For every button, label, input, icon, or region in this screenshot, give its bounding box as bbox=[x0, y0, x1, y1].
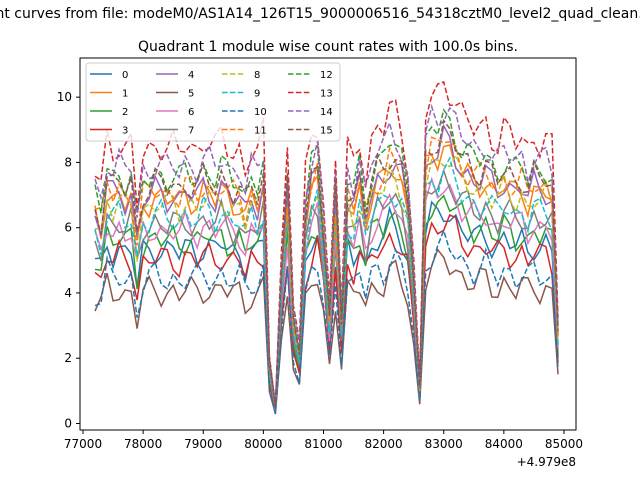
series-line-9 bbox=[94, 156, 559, 408]
series-line-3 bbox=[94, 214, 559, 410]
legend-label-13: 13 bbox=[320, 89, 333, 100]
x-tick-label: 79000 bbox=[184, 437, 222, 451]
legend-label-15: 15 bbox=[320, 126, 333, 137]
x-tick-label: 81000 bbox=[304, 437, 342, 451]
series-line-8 bbox=[94, 153, 559, 408]
legend-label-8: 8 bbox=[254, 70, 260, 81]
legend-label-3: 3 bbox=[122, 126, 128, 137]
legend-label-7: 7 bbox=[188, 126, 194, 137]
legend-label-9: 9 bbox=[254, 89, 260, 100]
x-tick-label: 85000 bbox=[545, 437, 583, 451]
x-tick-label: 83000 bbox=[425, 437, 463, 451]
y-tick-label: 10 bbox=[57, 90, 72, 104]
y-tick-label: 2 bbox=[64, 351, 72, 365]
legend-label-5: 5 bbox=[188, 89, 194, 100]
series-line-14 bbox=[94, 103, 559, 404]
legend-label-14: 14 bbox=[320, 107, 333, 118]
figure-suptitle: Light curves from file: modeM0/AS1A14_12… bbox=[0, 6, 640, 22]
y-tick-label: 8 bbox=[64, 155, 72, 169]
y-axis: 0 2 4 6 8 10 bbox=[57, 90, 80, 430]
y-tick-label: 6 bbox=[64, 221, 72, 235]
plot-series-group bbox=[94, 81, 559, 415]
y-tick-label: 0 bbox=[64, 416, 72, 430]
x-tick-label: 80000 bbox=[244, 437, 282, 451]
legend-label-10: 10 bbox=[254, 107, 267, 118]
legend-label-6: 6 bbox=[188, 107, 194, 118]
chart-title: Quadrant 1 module wise count rates with … bbox=[138, 39, 518, 55]
legend-label-4: 4 bbox=[188, 70, 194, 81]
x-axis-offset-label: +4.979e8 bbox=[517, 455, 576, 469]
series-line-15 bbox=[94, 118, 559, 408]
x-tick-label: 82000 bbox=[365, 437, 403, 451]
legend-box bbox=[85, 62, 341, 142]
axes-frame bbox=[79, 57, 577, 431]
legend-label-1: 1 bbox=[122, 89, 128, 100]
legend-label-11: 11 bbox=[254, 126, 267, 137]
series-line-12 bbox=[94, 108, 559, 405]
x-tick-label: 78000 bbox=[124, 437, 162, 451]
legend-label-0: 0 bbox=[122, 70, 128, 81]
legend-label-12: 12 bbox=[320, 70, 333, 81]
legend-label-2: 2 bbox=[122, 107, 128, 118]
x-tick-label: 84000 bbox=[485, 437, 523, 451]
y-tick-label: 4 bbox=[64, 286, 72, 300]
x-axis: 77000 78000 79000 80000 81000 82000 83000 84000… bbox=[64, 430, 583, 451]
x-tick-label: 77000 bbox=[64, 437, 102, 451]
series-line-7 bbox=[94, 168, 559, 412]
series-line-10 bbox=[94, 228, 559, 415]
